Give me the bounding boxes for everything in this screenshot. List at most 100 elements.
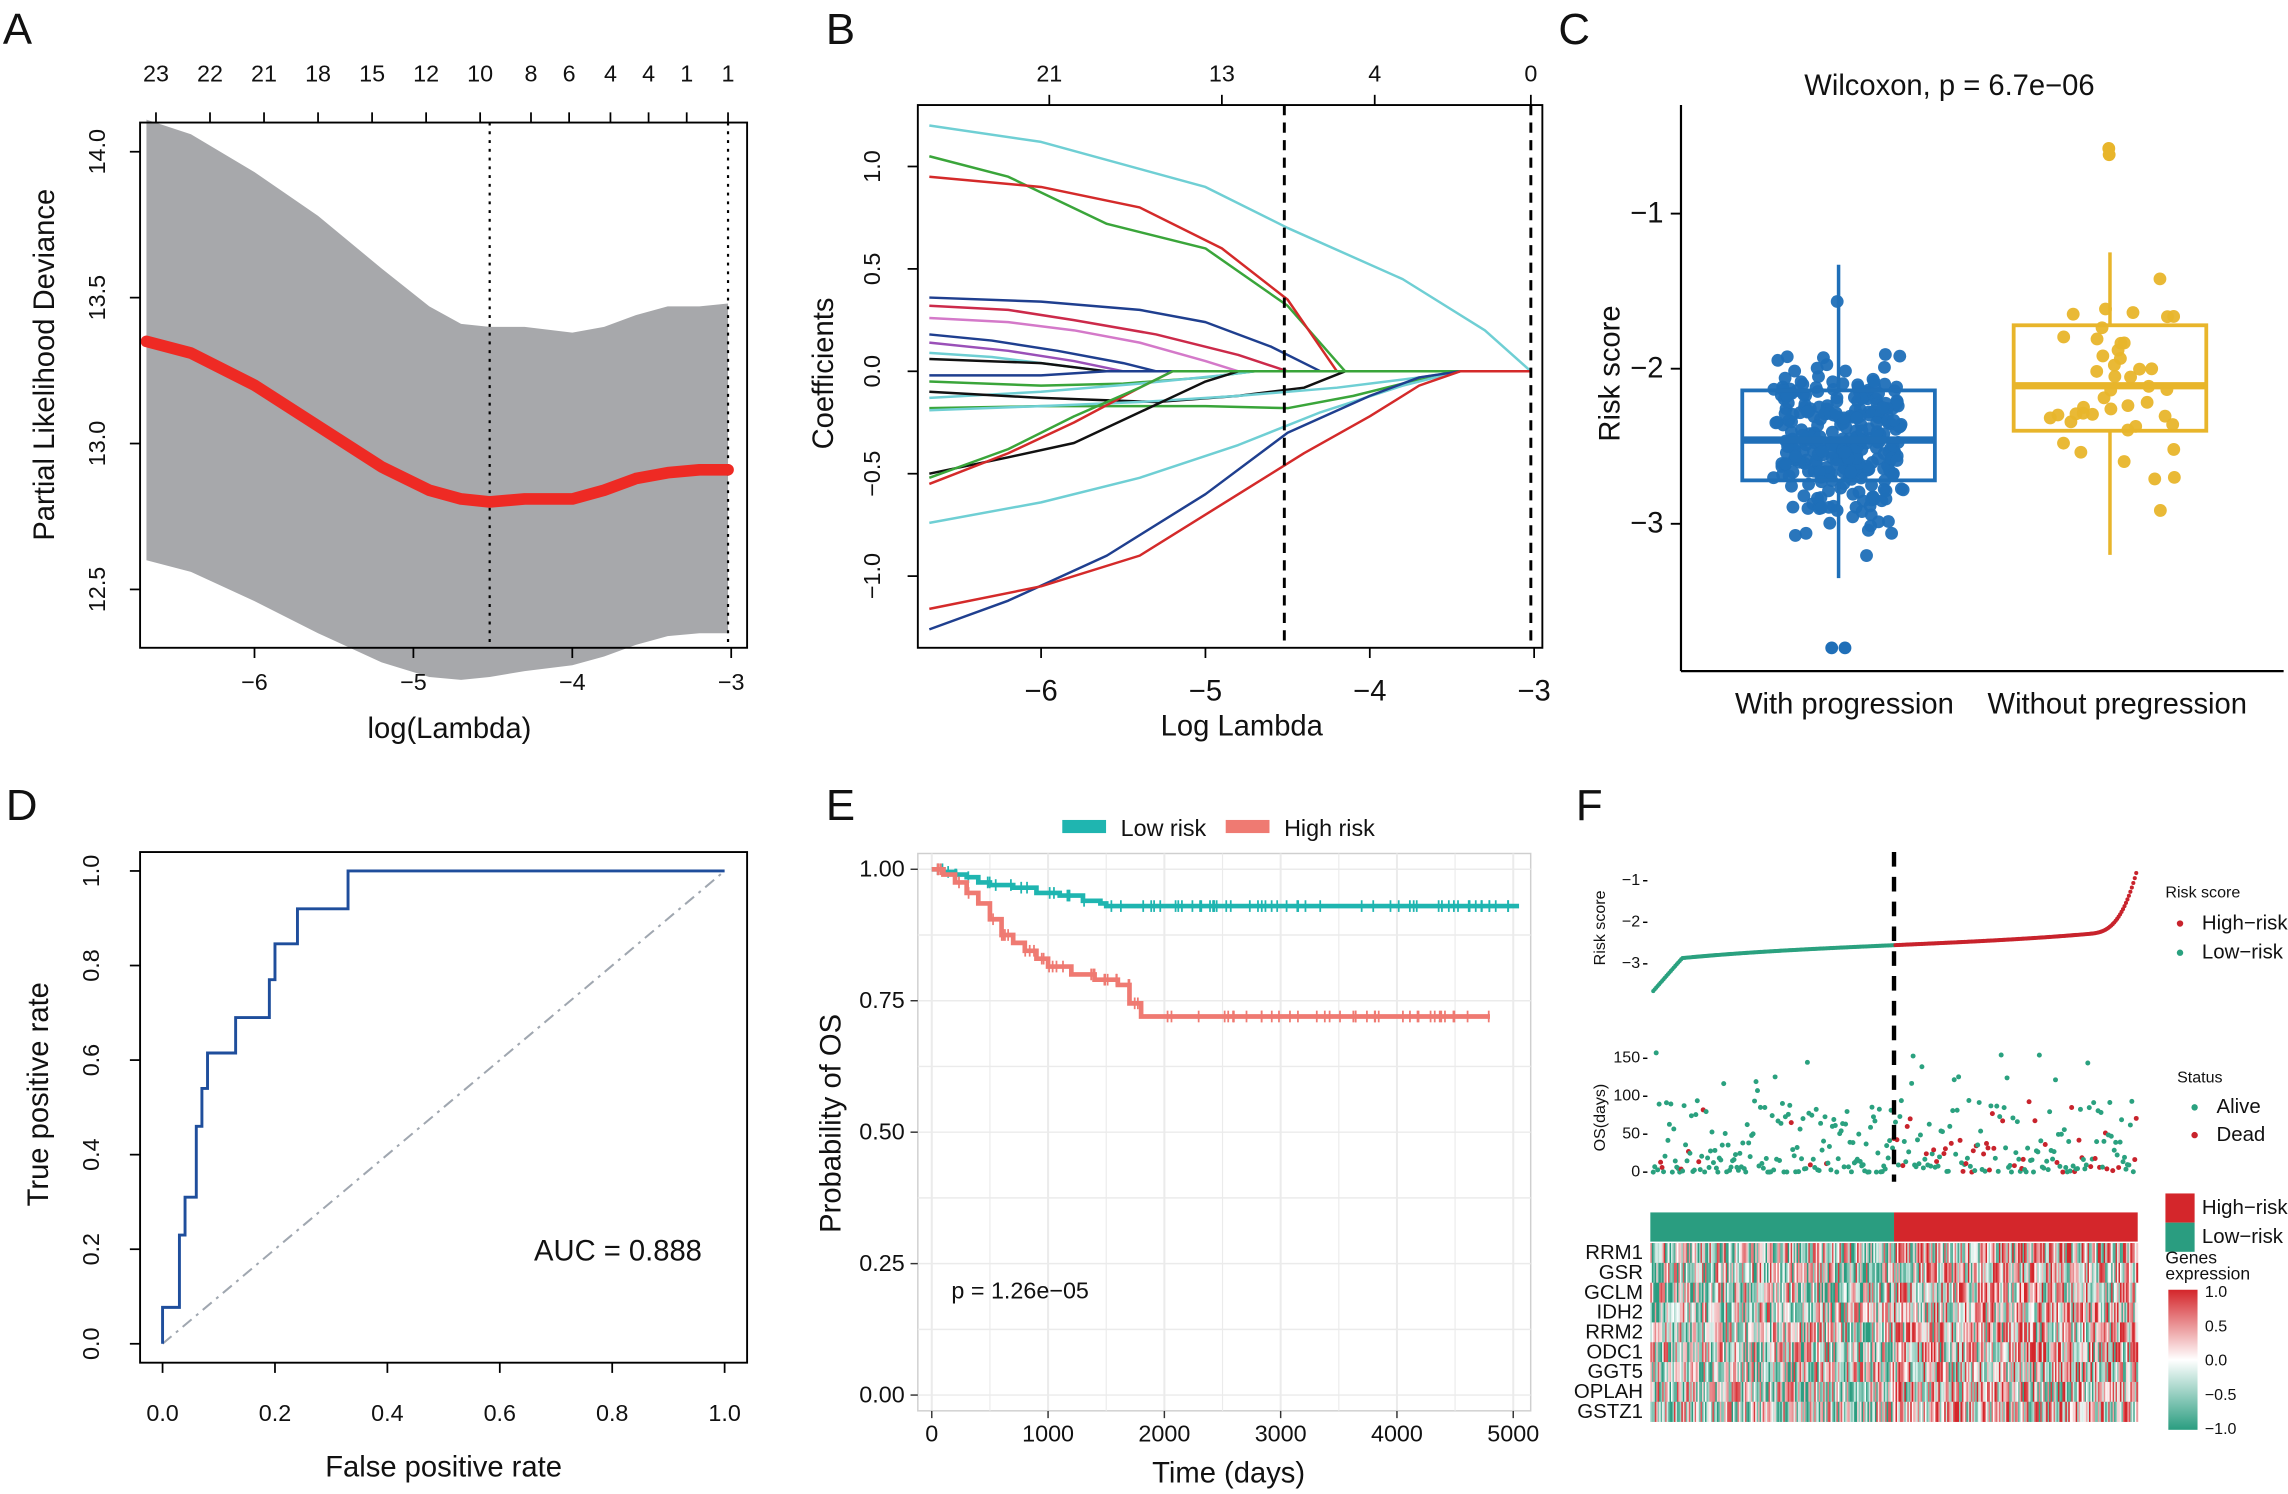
f-heat-cell (1799, 1381, 1802, 1403)
f-heat-cell (1905, 1243, 1908, 1264)
f-heat-cell (1735, 1322, 1738, 1343)
f-heat-cell (1750, 1362, 1753, 1383)
f-heat-cell (1933, 1262, 1936, 1284)
f-heat-cell (2090, 1302, 2093, 1323)
b-x-tick-label: −3 (1518, 675, 1551, 707)
f-heat-cell (1823, 1362, 1826, 1383)
f-heat-cell (2136, 1401, 2139, 1422)
f-heat-cell (2093, 1401, 2096, 1422)
f-heat-cell (1865, 1243, 1868, 1264)
f-status-point (1994, 1103, 2000, 1109)
f-heat-cell (1984, 1243, 1987, 1264)
f-heat-cell (1865, 1362, 1868, 1383)
f-heat-cell (2102, 1262, 2105, 1284)
f-heat-cell (2021, 1282, 2024, 1303)
f-heat-cell (2007, 1381, 2010, 1403)
f-heat-cell (1873, 1362, 1876, 1383)
f-heat-cell (1966, 1262, 1969, 1284)
f-heat-cell (1845, 1302, 1848, 1323)
f-heat-cell (1756, 1381, 1759, 1403)
f-heat-cell (1938, 1262, 1941, 1284)
f-heat-cell (1656, 1262, 1659, 1284)
f-heat-cell (1834, 1302, 1837, 1323)
f-heat-cell (2093, 1262, 2096, 1284)
f-heat-cell (1806, 1282, 1809, 1303)
f-heat-cell (1888, 1322, 1891, 1343)
f-heat-cell (1882, 1282, 1885, 1303)
f-heat-cell (1991, 1342, 1994, 1363)
f-heat-cell (2021, 1401, 2024, 1422)
f-heat-cell (1944, 1262, 1947, 1284)
f-heat-cell (2046, 1322, 2049, 1343)
f-heat-cell (1678, 1262, 1681, 1284)
f-status-point (1779, 1100, 1785, 1106)
f-heat-cell (1998, 1381, 2001, 1403)
f-heat-cell (1935, 1362, 1938, 1383)
f-heat-cell (2075, 1243, 2078, 1264)
f-heat-cell (2118, 1282, 2121, 1303)
f-heat-cell (1913, 1381, 1916, 1403)
f-heat-cell (1733, 1262, 1736, 1284)
f-heat-cell (2111, 1322, 2114, 1343)
f-heat-cell (2018, 1243, 2021, 1264)
f-heat-cell (1948, 1282, 1951, 1303)
f-heat-cell (1907, 1401, 1910, 1422)
f-heat-cell (1871, 1302, 1874, 1323)
c-point (1769, 416, 1783, 430)
f-heat-cell (1809, 1282, 1812, 1303)
f-heat-cell (1833, 1262, 1836, 1284)
f-heat-cell (1657, 1401, 1660, 1422)
f-heat-cell (1738, 1381, 1741, 1403)
f-status-point (1963, 1161, 1969, 1167)
f-heat-cell (1904, 1381, 1907, 1403)
f-heat-cell (2035, 1243, 2038, 1264)
a-x-tick-label: −5 (400, 669, 427, 695)
f-heat-cell (1663, 1381, 1666, 1403)
f-status-point (2117, 1139, 2123, 1145)
f-heat-cell (1852, 1243, 1855, 1264)
f-heat-cell (1997, 1282, 2000, 1303)
f-risk-legend-high: High−risk (2202, 912, 2288, 934)
f-heat-cell (1933, 1322, 1936, 1343)
f-risk-score-plot (1651, 871, 2139, 994)
f-heat-cell (2034, 1362, 2037, 1383)
f-heat-cell (1665, 1243, 1668, 1264)
f-heat-cell (1694, 1381, 1697, 1403)
f-heat-cell (1688, 1243, 1691, 1264)
f-heat-cell (1908, 1262, 1911, 1284)
f-heat-cell (2060, 1302, 2063, 1323)
f-heat-cell (2130, 1282, 2133, 1303)
f-heat-cell (1752, 1243, 1755, 1264)
f-heat-cell (1972, 1262, 1975, 1284)
f-heat-cell (1803, 1401, 1806, 1422)
f-heat-cell (1697, 1322, 1700, 1343)
f-status-point (1885, 1155, 1891, 1161)
f-heat-cell (1730, 1302, 1733, 1323)
f-heat-cell (1749, 1262, 1752, 1284)
f-heat-cell (1895, 1302, 1898, 1323)
f-heat-cell (1676, 1282, 1679, 1303)
f-heat-cell (1703, 1302, 1706, 1323)
f-heat-cell (1657, 1362, 1660, 1383)
f-heat-cell (1978, 1262, 1981, 1284)
f-status-point (1951, 1077, 1957, 1083)
f-status-point (1650, 1169, 1656, 1175)
f-risk-point (2128, 889, 2133, 894)
f-heat-cell (1877, 1342, 1880, 1363)
f-heat-cell (1942, 1322, 1945, 1343)
f-heat-cell (1982, 1262, 1985, 1284)
f-heat-cell (1659, 1322, 1662, 1343)
f-heat-cell (2022, 1342, 2025, 1363)
f-heat-cell (1933, 1342, 1936, 1363)
f-heat-cell (2006, 1401, 2009, 1422)
f-heat-cell (2096, 1322, 2099, 1343)
f-heat-cell (2046, 1282, 2049, 1303)
f-heat-cell (2081, 1282, 2084, 1303)
f-status-point (2054, 1160, 2060, 1165)
f-heat-cell (2012, 1302, 2015, 1323)
f-heat-cell (1851, 1401, 1854, 1422)
f-heat-cell (1709, 1243, 1712, 1264)
f-heat-cell (1768, 1322, 1771, 1343)
f-heat-cell (2121, 1322, 2124, 1343)
f-heat-cell (2072, 1362, 2075, 1383)
